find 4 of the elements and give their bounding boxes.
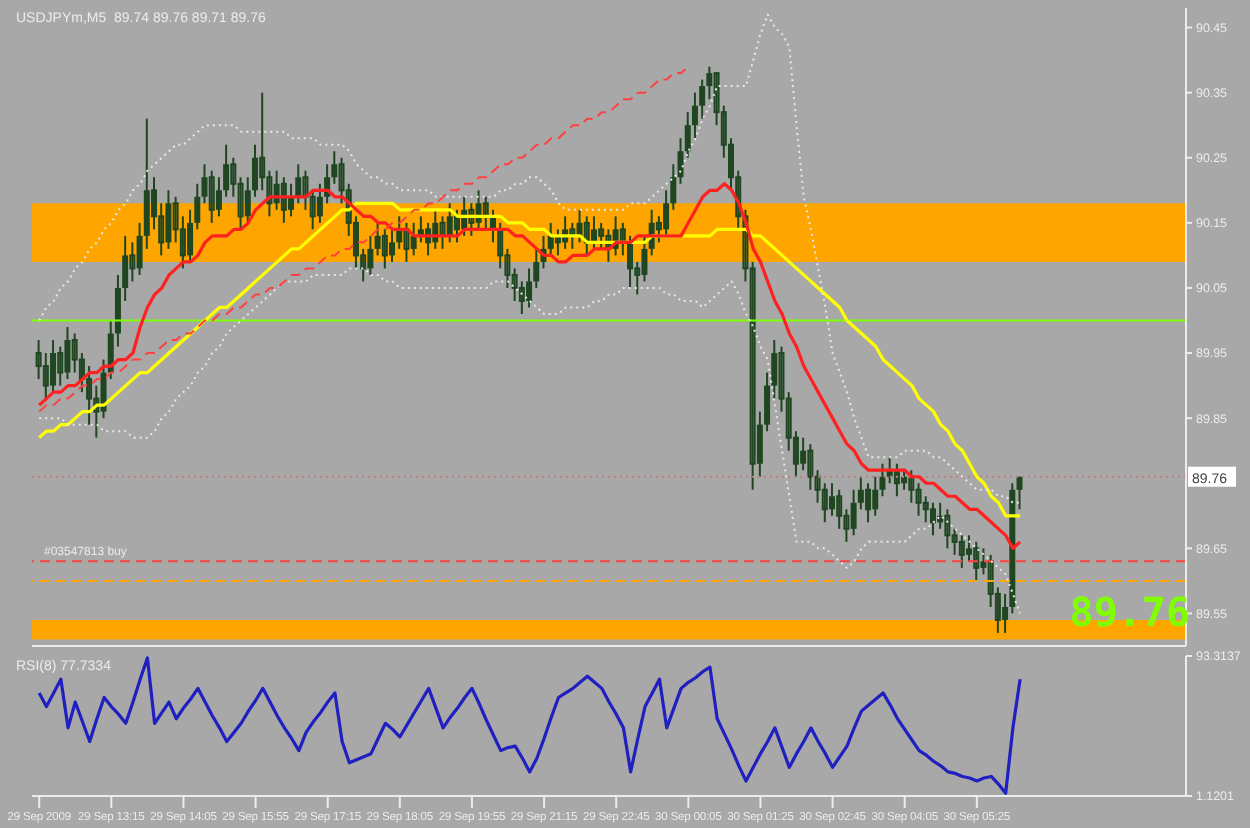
candlestick xyxy=(807,444,814,490)
line-series xyxy=(38,65,690,413)
candlestick xyxy=(865,483,872,523)
candlestick xyxy=(208,170,215,223)
